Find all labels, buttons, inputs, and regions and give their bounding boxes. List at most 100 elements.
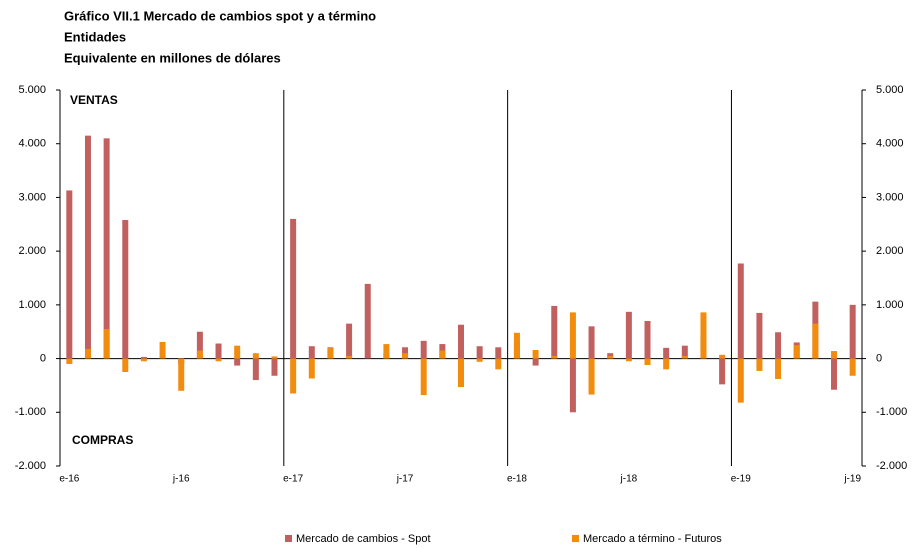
- bar: [308, 346, 315, 359]
- y-tick-label: 5.000: [18, 84, 46, 96]
- bar: [346, 323, 353, 359]
- y-tick-label: 1.000: [18, 299, 46, 311]
- bar: [420, 358, 427, 396]
- chart-title: Gráfico VII.1 Mercado de cambios spot y …: [64, 8, 376, 23]
- bar: [66, 190, 73, 359]
- bar: [831, 351, 838, 359]
- bar: [756, 312, 763, 359]
- bar: [532, 358, 539, 366]
- bar: [271, 358, 278, 376]
- bar: [271, 356, 278, 359]
- y-tick-label: 0: [40, 352, 46, 364]
- bar: [420, 340, 427, 359]
- bar: [122, 358, 129, 372]
- bar: [234, 358, 241, 366]
- y-tick-label: -2.000: [15, 460, 46, 472]
- bar: [234, 345, 241, 359]
- bar: [569, 312, 576, 359]
- bar: [439, 350, 446, 359]
- legend-label: Mercado de cambios - Spot: [296, 533, 431, 545]
- bar: [849, 358, 856, 376]
- bar: [737, 358, 744, 403]
- annotation: VENTAS: [70, 93, 118, 107]
- legend-swatch: [572, 535, 579, 542]
- bar: [290, 358, 297, 394]
- bar: [495, 347, 502, 359]
- bar: [103, 138, 110, 359]
- bar: [364, 283, 371, 359]
- bar: [812, 323, 819, 359]
- x-tick-label: e-16: [59, 474, 79, 485]
- bar: [588, 358, 595, 395]
- y-tick-label: 4.000: [18, 138, 46, 150]
- bar: [551, 355, 558, 359]
- bar: [252, 358, 259, 381]
- annotation: COMPRAS: [72, 433, 133, 447]
- bar: [159, 341, 166, 359]
- bar: [663, 358, 670, 370]
- bar: [215, 358, 222, 362]
- bar: [700, 312, 707, 359]
- bar: [476, 346, 483, 359]
- bar: [178, 358, 185, 391]
- bar: [849, 304, 856, 359]
- bar: [588, 326, 595, 359]
- bar: [513, 332, 520, 359]
- bar: [756, 358, 763, 371]
- x-tick-label: j-16: [172, 474, 190, 485]
- bar: [458, 324, 464, 359]
- bar: [290, 218, 297, 359]
- y-tick-label: 3.000: [18, 191, 46, 203]
- legend-swatch: [285, 535, 292, 542]
- bar: [122, 219, 129, 359]
- bar: [625, 311, 632, 359]
- bar: [775, 332, 782, 359]
- y2-tick-label: -2.000: [876, 460, 907, 472]
- bar: [215, 343, 222, 359]
- bar: [793, 345, 800, 359]
- bar: [775, 358, 782, 379]
- bar: [458, 358, 464, 388]
- y2-tick-label: 0: [876, 352, 882, 364]
- bar: [103, 329, 110, 359]
- bar: [625, 358, 632, 362]
- y-tick-label: -1.000: [15, 406, 46, 418]
- bar: [495, 358, 502, 370]
- bar: [196, 350, 203, 359]
- bar: [737, 263, 744, 359]
- bar: [681, 345, 688, 359]
- y2-tick-label: 4.000: [876, 138, 904, 150]
- bar: [681, 355, 688, 359]
- bar: [402, 347, 409, 359]
- bar: [644, 358, 651, 366]
- bar: [719, 358, 726, 385]
- bar: [383, 344, 390, 359]
- bar: [476, 358, 483, 362]
- chart-subtitle: Equivalente en millones de dólares: [64, 50, 281, 65]
- bar: [663, 347, 670, 359]
- y2-tick-label: -1.000: [876, 406, 907, 418]
- bar: [84, 135, 91, 359]
- bar: [140, 358, 147, 362]
- bar: [252, 353, 259, 359]
- y2-tick-label: 1.000: [876, 299, 904, 311]
- bar: [346, 355, 353, 359]
- x-tick-label: j-18: [620, 474, 638, 485]
- bar: [607, 355, 614, 359]
- bar: [402, 353, 409, 359]
- bar: [569, 358, 576, 413]
- x-tick-label: e-18: [507, 474, 527, 485]
- y2-tick-label: 5.000: [876, 84, 904, 96]
- y2-tick-label: 3.000: [876, 191, 904, 203]
- bar: [532, 349, 539, 359]
- x-tick-label: e-17: [283, 474, 303, 485]
- x-tick-label: j-19: [843, 474, 861, 485]
- chart-subtitle: Entidades: [64, 29, 126, 44]
- bar: [196, 331, 203, 359]
- y-tick-label: 2.000: [18, 245, 46, 257]
- y2-tick-label: 2.000: [876, 245, 904, 257]
- x-tick-label: j-17: [396, 474, 414, 485]
- bar: [308, 358, 315, 379]
- bar: [831, 358, 838, 390]
